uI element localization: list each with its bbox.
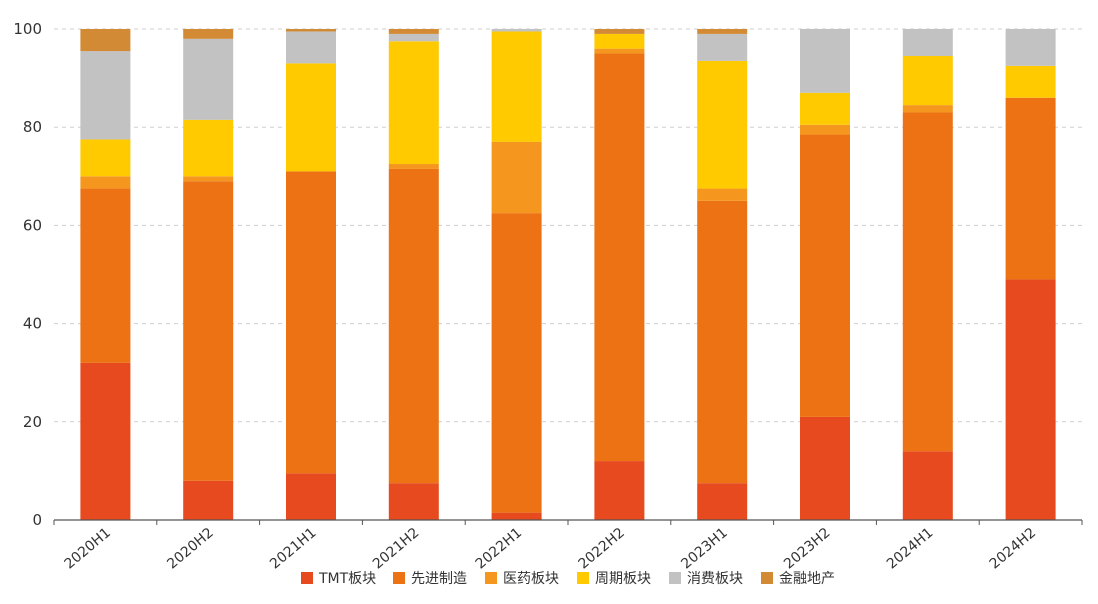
- bar-segment: [594, 33, 645, 49]
- legend-label: 先进制造: [411, 571, 467, 587]
- bar-segment: [697, 483, 748, 520]
- legend-swatch: [761, 572, 773, 584]
- bar-segment: [80, 51, 131, 140]
- y-tick-label: 60: [23, 216, 42, 234]
- bar-segment: [594, 48, 645, 54]
- bar-segment: [491, 213, 542, 513]
- bar-segment: [1005, 65, 1056, 98]
- bars-layer: [80, 29, 1056, 520]
- bar-segment: [1005, 279, 1056, 520]
- x-tick-label: 2020H1: [61, 525, 113, 573]
- y-tick-label: 0: [32, 511, 42, 529]
- bar-segment: [183, 181, 234, 481]
- legend-label: 周期板块: [595, 571, 651, 587]
- bar-segment: [902, 56, 953, 106]
- legend-label: TMT板块: [318, 571, 376, 587]
- x-tick-label: 2022H1: [473, 525, 525, 573]
- bar-segment: [80, 362, 131, 520]
- legend-swatch: [485, 572, 497, 584]
- bar-segment: [388, 41, 439, 165]
- legend-label: 金融地产: [779, 571, 835, 587]
- bar-segment: [697, 29, 748, 34]
- bar-segment: [388, 168, 439, 484]
- bar-segment: [800, 29, 850, 93]
- y-tick-label: 80: [23, 118, 42, 136]
- bar-segment: [800, 416, 850, 520]
- bar-segment: [491, 31, 542, 142]
- bar-segment: [388, 33, 439, 42]
- bar-segment: [800, 124, 850, 135]
- legend-label: 医药板块: [503, 571, 559, 587]
- bar-segment: [286, 171, 336, 474]
- x-tick-label: 2020H2: [164, 525, 216, 573]
- x-tick-label: 2021H2: [370, 525, 422, 573]
- x-tick-label: 2024H2: [987, 525, 1039, 573]
- bar-segment: [800, 134, 850, 417]
- bar-segment: [594, 461, 645, 520]
- bar-segment: [80, 188, 131, 363]
- bar-segment: [80, 176, 131, 189]
- bar-segment: [183, 119, 234, 177]
- x-tick-labels: 2020H1 2020H2 2021H1 2021H2 2022H1 2022H2 2023…: [61, 525, 1039, 573]
- bar-segment: [1005, 97, 1056, 280]
- bar-segment: [491, 141, 542, 214]
- y-tick-label: 100: [13, 20, 42, 38]
- bar-segment: [697, 188, 748, 201]
- bar-segment: [902, 105, 953, 113]
- axes-layer: [53, 519, 1083, 525]
- bar-segment: [183, 480, 234, 520]
- bar-segment: [491, 29, 542, 32]
- y-tick-label: 20: [23, 413, 42, 431]
- bar-segment: [388, 483, 439, 520]
- legend: TMT板块 先进制造 医药板块 周期板块 消费板块 金融地产: [301, 571, 835, 587]
- bar-segment: [697, 60, 748, 189]
- bar-segment: [80, 29, 131, 52]
- bar-segment: [388, 164, 439, 169]
- bar-segment: [80, 139, 131, 177]
- bar-segment: [183, 176, 234, 182]
- x-tick-label: 2022H2: [575, 525, 627, 573]
- legend-swatch: [301, 572, 313, 584]
- legend-label: 消费板块: [687, 571, 743, 587]
- bar-segment: [1005, 29, 1056, 66]
- bar-segment: [286, 63, 336, 172]
- bar-segment: [183, 29, 234, 39]
- bar-segment: [286, 29, 336, 32]
- bar-segment: [800, 92, 850, 125]
- bar-segment: [697, 33, 748, 61]
- bar-segment: [388, 29, 439, 34]
- bar-segment: [697, 200, 748, 484]
- legend-swatch: [669, 572, 681, 584]
- bar-segment: [594, 29, 645, 34]
- bar-segment: [183, 38, 234, 120]
- bar-segment: [491, 512, 542, 520]
- bar-segment: [902, 451, 953, 520]
- legend-swatch: [393, 572, 405, 584]
- bar-segment: [902, 112, 953, 452]
- bar-segment: [286, 31, 336, 64]
- bar-segment: [286, 473, 336, 520]
- x-tick-label: 2021H1: [267, 525, 319, 573]
- bar-segment: [594, 53, 645, 462]
- y-tick-label: 40: [23, 315, 42, 333]
- bar-segment: [902, 29, 953, 57]
- x-tick-label: 2023H1: [678, 525, 730, 573]
- x-tick-label: 2024H1: [884, 525, 936, 573]
- legend-swatch: [577, 572, 589, 584]
- y-tick-labels: 0 20 40 60 80 100: [13, 20, 42, 529]
- x-tick-label: 2023H2: [781, 525, 833, 573]
